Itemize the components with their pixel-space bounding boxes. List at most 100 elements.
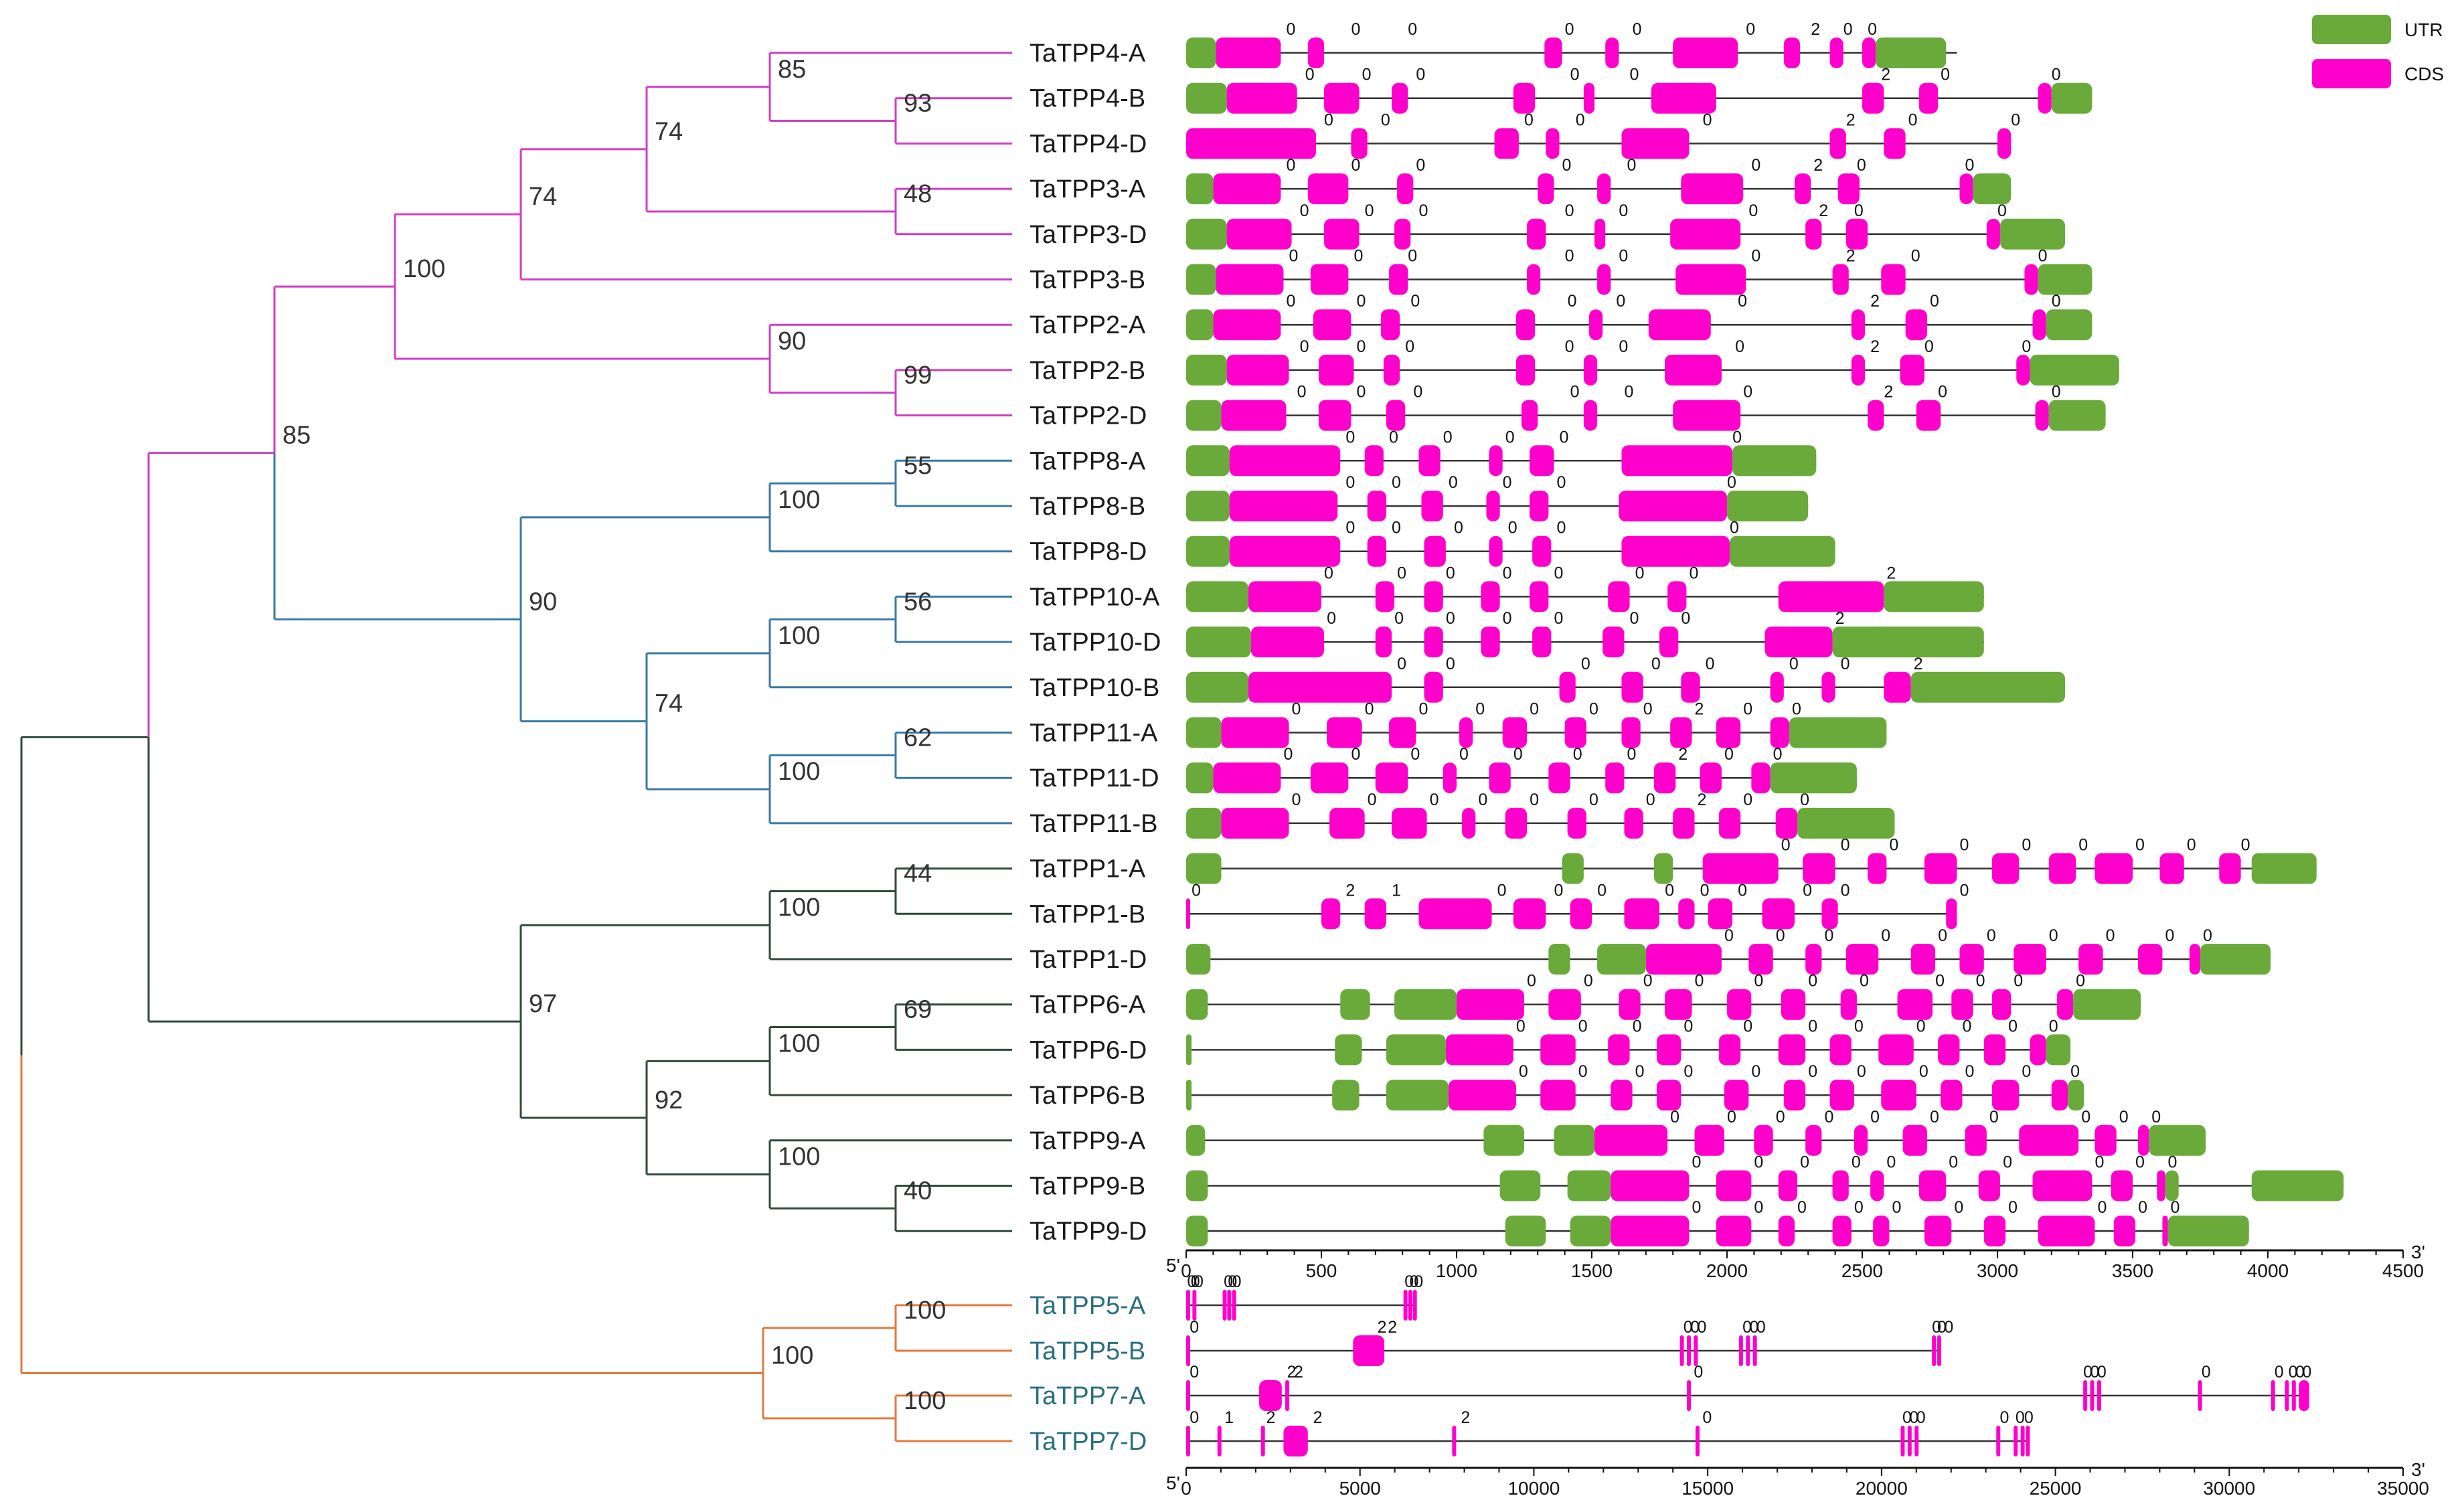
intron-phase: 0 — [1565, 201, 1574, 220]
intron-phase: 0 — [1389, 428, 1398, 446]
cds-box — [1845, 944, 1879, 975]
intron-phase: 0 — [1808, 1062, 1817, 1081]
tick-label: 3500 — [2112, 1260, 2153, 1281]
cds-box — [1583, 82, 1595, 114]
gene-label: TaTPP2-D — [1030, 402, 1147, 430]
intron-phase: 2 — [1870, 292, 1880, 311]
intron-phase: 0 — [1619, 201, 1628, 220]
intron-phase: 2 — [1846, 110, 1856, 129]
intron-phase: 0 — [1735, 337, 1744, 356]
gene-label: TaTPP3-B — [1030, 266, 1145, 295]
cds-box — [1318, 354, 1354, 386]
cds-box — [1803, 853, 1835, 884]
cds-box — [1829, 128, 1846, 159]
cds-box — [1611, 1216, 1690, 1247]
intron-phase: 0 — [2203, 926, 2212, 945]
cds-box — [1421, 491, 1443, 521]
cds-box — [1694, 1335, 1698, 1366]
cds-box — [1821, 671, 1835, 703]
cds-box — [2019, 1124, 2079, 1156]
utr-box — [1340, 989, 1370, 1020]
cds-box — [1986, 218, 2001, 250]
cds-box — [1862, 37, 1876, 68]
cds-box — [1932, 1335, 1937, 1366]
intron-phase: 0 — [1989, 1108, 1999, 1126]
intron-phase: 2 — [1884, 383, 1893, 402]
cds-box — [1532, 535, 1552, 567]
tick-label: 2000 — [1706, 1260, 1748, 1281]
bootstrap-value: 100 — [771, 1342, 813, 1370]
cds-box — [1310, 264, 1349, 295]
cds-box — [1959, 173, 1973, 205]
utr-box — [1876, 37, 1947, 68]
cds-box — [1605, 37, 1619, 68]
cds-box — [1681, 173, 1744, 205]
intron-phase: 0 — [1562, 156, 1572, 175]
cds-box — [1222, 1290, 1227, 1321]
tick-label: 20000 — [1856, 1478, 1908, 1499]
utr-box — [2149, 1124, 2206, 1156]
utr-box — [1186, 717, 1222, 748]
cds-box — [1978, 1170, 2001, 1201]
intron-phase: 0 — [1843, 20, 1853, 39]
cds-box — [1443, 762, 1457, 794]
intron-phase: 0 — [1449, 473, 1458, 492]
intron-phase: 0 — [2171, 1198, 2180, 1217]
utr-box — [1186, 37, 1216, 68]
cds-box — [2038, 1216, 2095, 1247]
cds-box — [1486, 491, 1500, 521]
intron-phase: 0 — [1414, 1272, 1423, 1291]
utr-box — [1186, 762, 1214, 794]
intron-phase: 0 — [1327, 609, 1336, 628]
intron-phase: 0 — [1949, 1153, 1958, 1172]
utr-box — [1386, 1080, 1449, 1111]
gene-structure: 0 0 0 0 0 0 2 0 0 — [1186, 247, 2092, 295]
utr-box — [1335, 1034, 1362, 1066]
intron-phase: 0 — [1965, 156, 1975, 175]
intron-phase: 0 — [2302, 1363, 2311, 1382]
intron-phase: 2 — [1870, 337, 1880, 356]
intron-phase: 0 — [1292, 700, 1301, 719]
tick-label: 5000 — [1339, 1478, 1381, 1499]
gene-structure: 0 0 0 0 0 0 2 0 0 — [1186, 156, 2011, 205]
cds-box — [2285, 1380, 2289, 1411]
intron-phase: 0 — [2295, 1363, 2305, 1382]
cds-box — [1983, 1216, 2006, 1247]
intron-phase: 0 — [1232, 1272, 1242, 1291]
intron-phase: 0 — [1365, 700, 1374, 719]
intron-phase: 0 — [1392, 473, 1401, 492]
gene-label: TaTPP3-A — [1030, 175, 1146, 203]
utr-box — [1910, 671, 2065, 703]
intron-phase: 0 — [1919, 1062, 1928, 1081]
intron-phase: 0 — [2011, 110, 2020, 129]
intron-phase: 2 — [1846, 247, 1856, 266]
cds-box — [1924, 1216, 1952, 1247]
intron-phase: 0 — [1505, 428, 1515, 446]
intron-phase: 0 — [1738, 292, 1747, 311]
cds-box — [1619, 989, 1641, 1020]
intron-phase: 2 — [1294, 1363, 1303, 1382]
bootstrap-value: 90 — [778, 327, 806, 355]
cds-box — [1611, 1080, 1633, 1111]
cds-box — [2032, 309, 2046, 341]
intron-phase: 2 — [1811, 20, 1820, 39]
cds-box — [2026, 1426, 2030, 1456]
utr-box — [1727, 491, 1809, 521]
gene-structure: 0 0 0 0 0 0 2 0 0 — [1186, 201, 2065, 250]
intron-phase: 0 — [1351, 20, 1360, 39]
cds-box — [1764, 626, 1833, 658]
intron-phase: 0 — [1724, 745, 1734, 764]
utr-box — [2200, 944, 2271, 975]
cds-box — [1778, 1034, 1806, 1066]
intron-phase: 0 — [1730, 519, 1739, 537]
cds-box — [1918, 82, 1939, 114]
gene-structure: 0 1 2 2 2 0 000 0 0 0 — [1186, 1408, 2034, 1456]
cds-box — [1881, 1080, 1916, 1111]
utr-box — [1186, 354, 1227, 386]
legend-utr-swatch — [2312, 15, 2391, 44]
gene-label: TaTPP8-D — [1030, 538, 1147, 566]
cds-box — [1403, 1290, 1408, 1321]
cds-box — [1851, 309, 1866, 341]
intron-phase: 0 — [1694, 1363, 1703, 1382]
intron-phase: 0 — [1881, 926, 1890, 945]
